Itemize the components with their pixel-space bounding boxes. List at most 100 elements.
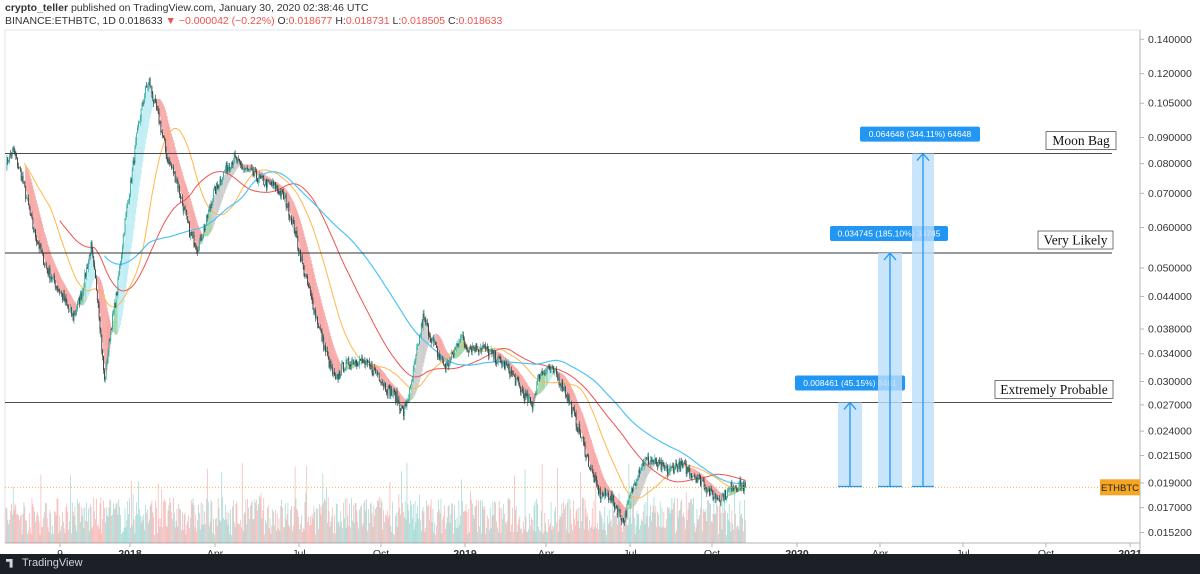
candle-body: [216, 183, 218, 186]
volume-bar: [220, 521, 222, 543]
volume-bar: [52, 525, 53, 543]
candle-body: [541, 371, 543, 373]
volume-bar: [658, 514, 659, 543]
volume-bar: [359, 509, 360, 543]
candle-body: [134, 147, 136, 164]
volume-bar: [50, 513, 52, 543]
volume-bar: [15, 505, 17, 543]
candle-body: [442, 357, 444, 362]
volume-bar: [367, 530, 368, 543]
candle-body: [391, 389, 393, 395]
volume-bar: [361, 526, 363, 543]
candle-body: [519, 384, 521, 387]
measure-arrow-head: [916, 152, 930, 162]
candle-body: [180, 194, 181, 199]
volume-bar: [57, 498, 59, 543]
volume-bar: [41, 527, 43, 543]
volume-bar: [542, 533, 544, 543]
candle-body: [74, 314, 76, 315]
volume-bar: [681, 499, 683, 543]
volume-bar: [173, 512, 175, 543]
candle-body: [186, 212, 188, 217]
volume-bar: [136, 502, 138, 543]
candle-body: [510, 370, 512, 377]
footer-bar: TradingView: [0, 554, 1200, 574]
candle-body: [513, 374, 514, 376]
candle-body: [98, 304, 100, 318]
volume-bar: [574, 525, 576, 543]
volume-bar: [61, 525, 62, 543]
volume-bar: [145, 504, 146, 543]
price-axis[interactable]: 0.1400000.1200000.1050000.0900000.080000…: [1139, 30, 1192, 553]
time-axis[interactable]: 9 2018 Apr Jul Oct 2019 Apr Jul Oct 2020 Apr Jul Oct…: [5, 542, 1142, 554]
volume-bar: [365, 511, 367, 543]
measure-tool[interactable]: 0.064648 (344.11%) 64648: [860, 126, 980, 488]
volume-bar: [17, 513, 18, 543]
candle-body: [676, 465, 678, 472]
candle-body: [420, 323, 422, 335]
candle-body: [434, 342, 436, 344]
candle-body: [58, 289, 60, 291]
measure-tool[interactable]: 0.008461 (45.15%) 8461: [795, 375, 905, 488]
volume-bar: [599, 510, 600, 543]
candle-body: [371, 365, 373, 373]
volume-bar: [99, 503, 101, 543]
volume-bar: [633, 497, 634, 543]
candle-body: [462, 334, 463, 336]
volume-bar: [100, 497, 102, 543]
candle-body: [633, 483, 635, 485]
candle-body: [415, 354, 417, 360]
candle-body: [497, 356, 499, 362]
candle-body: [368, 361, 370, 365]
volume-bar: [321, 505, 323, 543]
candle-body: [49, 268, 51, 280]
candle-body: [383, 383, 385, 387]
time-tick-label: Jul: [623, 548, 636, 554]
candle-body: [263, 177, 265, 185]
tradingview-logo[interactable]: TradingView: [6, 557, 83, 569]
volume-bar: [272, 509, 274, 543]
candle-body: [170, 163, 172, 166]
volume-bar: [560, 517, 562, 543]
candle-body: [77, 301, 78, 309]
candle-body: [526, 393, 528, 397]
volume-bar: [626, 524, 628, 543]
candle-body: [155, 101, 157, 110]
volume-bar: [627, 525, 629, 543]
volume-bar: [160, 518, 162, 543]
candle-body: [488, 351, 490, 357]
candle-body: [557, 377, 559, 379]
volume-bar: [248, 507, 249, 543]
volume-bar: [307, 522, 308, 543]
candle-body: [22, 175, 24, 183]
volume-bar: [372, 526, 374, 543]
candle-body: [544, 373, 546, 375]
volume-bar: [578, 507, 580, 543]
low-label: L:: [392, 15, 402, 27]
volume-bar: [94, 511, 95, 543]
volume-bar: [610, 519, 612, 543]
candle-body: [431, 338, 433, 343]
candle-body: [518, 380, 520, 385]
volume-bar: [232, 506, 233, 543]
plot-area[interactable]: [4, 29, 1141, 544]
author-name[interactable]: crypto_teller: [5, 2, 69, 14]
volume-bar: [166, 526, 168, 543]
volume-bar: [737, 526, 739, 543]
volume-bar: [249, 505, 251, 543]
volume-bar: [629, 517, 631, 543]
current-price-badge[interactable]: [1100, 479, 1140, 496]
volume-bar: [308, 516, 309, 543]
candle-body: [453, 350, 455, 356]
volume-bar: [299, 529, 300, 543]
volume-bar: [676, 530, 677, 543]
symbol-label: BINANCE:ETHBTC, 1D: [5, 15, 116, 27]
volume-bar: [607, 515, 608, 543]
volume-bar: [549, 523, 551, 543]
price-chart[interactable]: 0.1400000.1200000.1050000.0900000.080000…: [0, 28, 1200, 554]
candle-body: [734, 486, 735, 490]
ma-red-line: [59, 171, 746, 483]
candle-body: [80, 293, 82, 299]
candle-body: [610, 494, 612, 501]
candle-body: [174, 171, 176, 182]
